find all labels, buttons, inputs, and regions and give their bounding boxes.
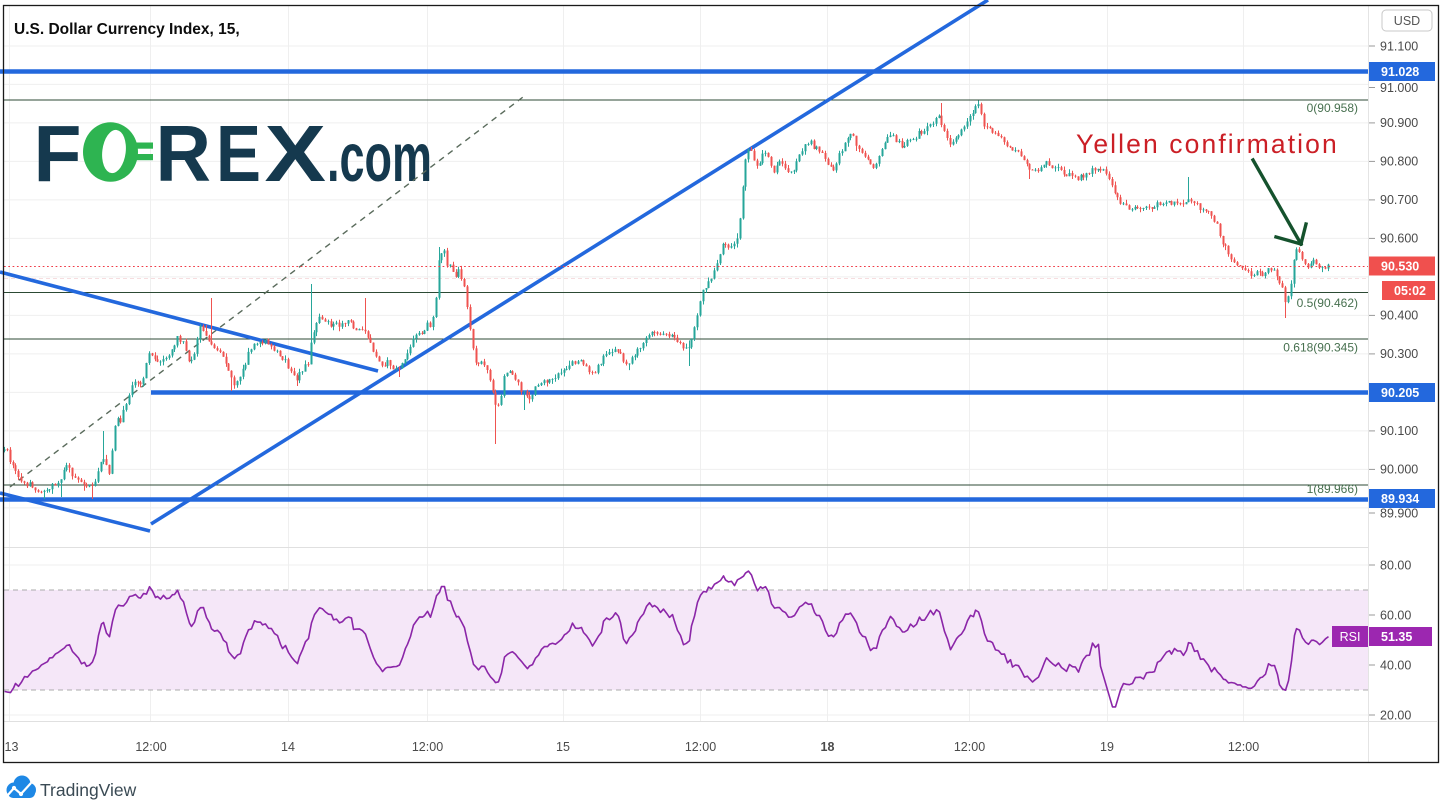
svg-text:90.530: 90.530	[1381, 260, 1419, 274]
svg-text:91.100: 91.100	[1380, 39, 1418, 53]
svg-text:60.00: 60.00	[1380, 608, 1411, 622]
svg-text:15: 15	[556, 740, 570, 754]
svg-text:12:00: 12:00	[954, 740, 985, 754]
svg-text:13: 13	[5, 740, 19, 754]
svg-text:12:00: 12:00	[412, 740, 443, 754]
svg-text:14: 14	[281, 740, 295, 754]
svg-text:90.900: 90.900	[1380, 116, 1418, 130]
svg-text:12:00: 12:00	[685, 740, 716, 754]
svg-text:91.000: 91.000	[1380, 81, 1418, 95]
svg-text:89.900: 89.900	[1380, 506, 1418, 520]
svg-text:20.00: 20.00	[1380, 708, 1411, 722]
svg-text:05:02: 05:02	[1394, 284, 1426, 298]
svg-text:TradingView: TradingView	[40, 780, 137, 800]
svg-text:91.028: 91.028	[1381, 65, 1419, 79]
svg-text:0(90.958): 0(90.958)	[1307, 101, 1358, 115]
svg-text:18: 18	[821, 740, 835, 754]
svg-text:F: F	[34, 109, 82, 198]
svg-text:90.400: 90.400	[1380, 309, 1418, 323]
svg-text:U.S. Dollar Currency Index, 15: U.S. Dollar Currency Index, 15,	[14, 21, 240, 38]
svg-text:12:00: 12:00	[135, 740, 166, 754]
svg-text:.com: .com	[327, 119, 432, 196]
svg-text:90.600: 90.600	[1380, 232, 1418, 246]
svg-text:12:00: 12:00	[1228, 740, 1259, 754]
svg-text:80.00: 80.00	[1380, 558, 1411, 572]
svg-text:RSI: RSI	[1340, 630, 1361, 644]
svg-text:90.000: 90.000	[1380, 463, 1418, 477]
svg-text:0.5(90.462): 0.5(90.462)	[1297, 296, 1358, 310]
svg-text:89.934: 89.934	[1381, 492, 1419, 506]
svg-text:51.35: 51.35	[1381, 630, 1412, 644]
svg-text:90.205: 90.205	[1381, 386, 1419, 400]
svg-text:90.800: 90.800	[1380, 155, 1418, 169]
svg-text:Yellen confirmation: Yellen confirmation	[1076, 129, 1339, 159]
svg-text:USD: USD	[1394, 14, 1420, 28]
svg-text:1(89.966): 1(89.966)	[1307, 482, 1358, 496]
svg-text:90.100: 90.100	[1380, 424, 1418, 438]
svg-text:R: R	[156, 109, 212, 198]
svg-text:X: X	[265, 109, 327, 198]
svg-text:19: 19	[1100, 740, 1114, 754]
svg-text:90.700: 90.700	[1380, 193, 1418, 207]
svg-text:90.300: 90.300	[1380, 347, 1418, 361]
svg-text:0.618(90.345): 0.618(90.345)	[1283, 341, 1358, 355]
svg-text:40.00: 40.00	[1380, 658, 1411, 672]
svg-text:E: E	[216, 109, 261, 198]
